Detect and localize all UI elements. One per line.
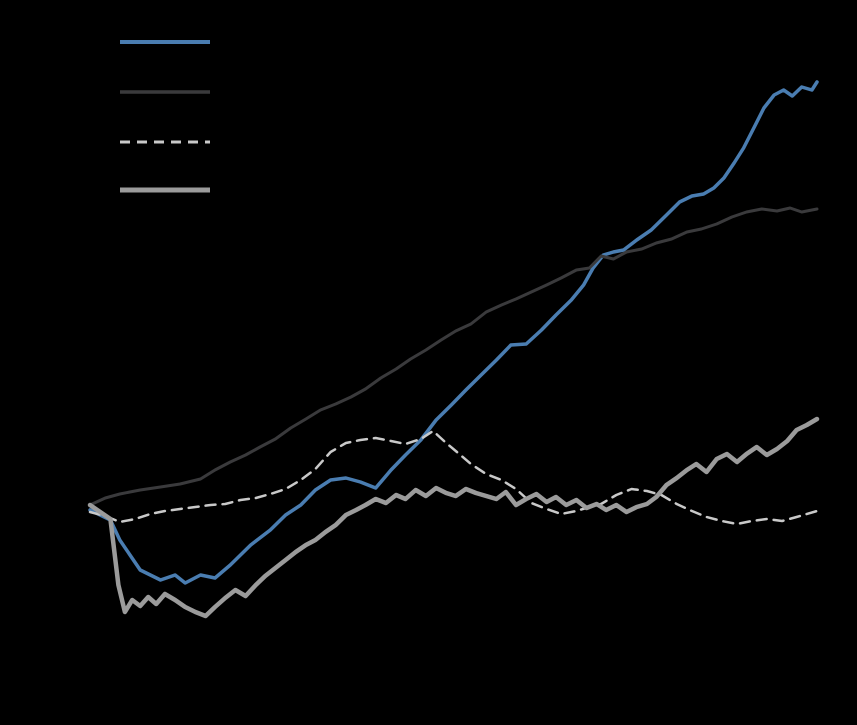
chart-legend xyxy=(120,40,210,193)
chart-series xyxy=(87,80,820,619)
series-line-blue-solid xyxy=(88,80,819,585)
series-line-gray-solid xyxy=(87,416,820,619)
series-line-light-dashed xyxy=(88,429,819,526)
series-line-dark-solid xyxy=(88,206,819,507)
